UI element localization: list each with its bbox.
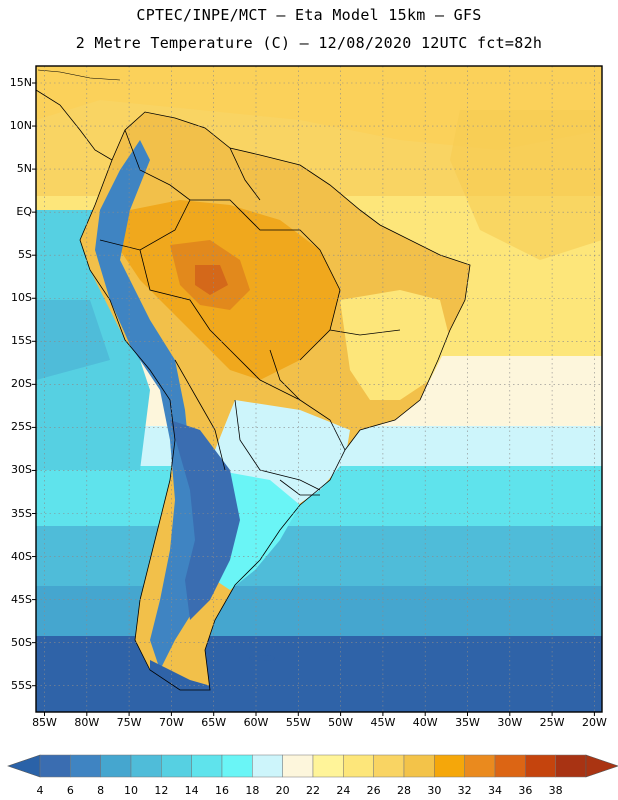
- temp-field-east-brazil: [340, 290, 450, 400]
- lon-label: 20W: [581, 716, 607, 729]
- map-frame: [35, 65, 603, 713]
- temp-field-mid-lat-3: [36, 586, 602, 636]
- map-title-line1: CPTEC/INPE/MCT – Eta Model 15km – GFS: [136, 6, 482, 24]
- temp-field-atlantic-warm: [450, 110, 602, 260]
- colorbar-label: 22: [306, 784, 320, 797]
- colorbar-label: 18: [245, 784, 260, 797]
- lat-label: 45S: [11, 592, 32, 606]
- colorbar-label: 24: [336, 784, 351, 797]
- temp-field-tierra-del-fuego: [150, 660, 225, 695]
- lat-label: 50S: [11, 635, 32, 649]
- colorbar-label: 12: [154, 784, 169, 797]
- colorbar-swatch: [39, 754, 71, 778]
- colorbar-label: 16: [215, 784, 229, 797]
- colorbar-label: 34: [488, 784, 502, 797]
- lon-label: 55W: [285, 716, 311, 729]
- map-title-line2: 2 Metre Temperature (C) – 12/08/2020 12U…: [75, 34, 543, 52]
- colorbar-label: 26: [366, 784, 381, 797]
- lon-label: 85W: [32, 716, 57, 729]
- lat-label: 25S: [11, 420, 32, 434]
- colorbar-label: 30: [427, 784, 442, 797]
- colorbar-swatch: [312, 754, 344, 778]
- temp-field-hottest: [195, 265, 228, 295]
- colorbar-swatch: [70, 754, 101, 778]
- colorbar-label: 32: [457, 784, 472, 797]
- colorbar-swatch: [373, 754, 405, 778]
- colorbar-swatch: [494, 754, 526, 778]
- colorbar-swatch: [100, 754, 132, 778]
- colorbar-high-arrow: [585, 754, 618, 778]
- lon-label: 70W: [158, 716, 184, 729]
- lat-label: 10S: [11, 291, 32, 305]
- colorbar: [7, 754, 618, 778]
- colorbar-label: 4: [36, 784, 44, 797]
- temp-field-pacific-cooler: [36, 300, 110, 380]
- lat-label: 20S: [11, 377, 32, 391]
- colorbar-swatch: [525, 754, 556, 778]
- colorbar-label: 28: [397, 784, 411, 797]
- lat-label: 15S: [11, 334, 32, 348]
- temp-field-mid-lat-2: [36, 526, 602, 586]
- colorbar-swatch: [191, 754, 223, 778]
- country-borders: [79, 111, 471, 691]
- temp-field-patagonia-cold: [170, 420, 240, 620]
- colorbar-label: 8: [97, 784, 105, 797]
- lat-label: 40S: [11, 549, 32, 563]
- colorbar-swatch: [252, 754, 283, 778]
- colorbar-low-arrow: [7, 754, 41, 778]
- lat-label: 15N: [9, 76, 32, 89]
- lon-label: 35W: [455, 716, 480, 729]
- falkland-islands: [249, 655, 275, 661]
- colorbar-label: 14: [184, 784, 199, 797]
- lon-label: 40W: [412, 716, 438, 729]
- lon-label: 45W: [370, 716, 396, 729]
- colorbar-swatch: [555, 754, 587, 778]
- temp-field-southern-ocean: [36, 636, 602, 712]
- lon-label: 75W: [116, 716, 142, 729]
- map-plot-area: [36, 66, 602, 712]
- temp-field-andes-cold: [95, 140, 215, 670]
- colorbar-swatch: [161, 754, 192, 778]
- colorbar-swatch: [282, 754, 314, 778]
- lat-label: 5N: [16, 162, 32, 176]
- lat-label: 5S: [18, 248, 32, 262]
- lat-label: EQ: [16, 205, 32, 219]
- lon-label: 50W: [328, 716, 354, 729]
- lat-label: 55S: [11, 678, 32, 692]
- lon-label: 25W: [539, 716, 565, 729]
- colorbar-swatch: [434, 754, 465, 778]
- colorbar-label: 36: [518, 784, 533, 797]
- colorbar-label: 6: [66, 784, 74, 797]
- lon-label: 80W: [74, 716, 100, 729]
- colorbar-label: 20: [275, 784, 290, 797]
- lon-label: 60W: [243, 716, 269, 729]
- lat-label: 30S: [11, 463, 32, 477]
- colorbar-swatch: [403, 754, 435, 778]
- lat-label: 35S: [11, 506, 32, 520]
- map-ticks: [32, 82, 595, 716]
- lon-label: 65W: [201, 716, 227, 729]
- lon-label: 30W: [497, 716, 523, 729]
- colorbar-label: 10: [124, 784, 138, 797]
- caribbean-islands: [37, 69, 121, 81]
- colorbar-label: 38: [548, 784, 563, 797]
- colorbar-swatch: [221, 754, 253, 778]
- colorbar-swatch: [464, 754, 496, 778]
- colorbar-swatch: [130, 754, 162, 778]
- central-america-coast: [36, 89, 113, 161]
- colorbar-swatch: [343, 754, 374, 778]
- lat-label: 10N: [9, 119, 32, 133]
